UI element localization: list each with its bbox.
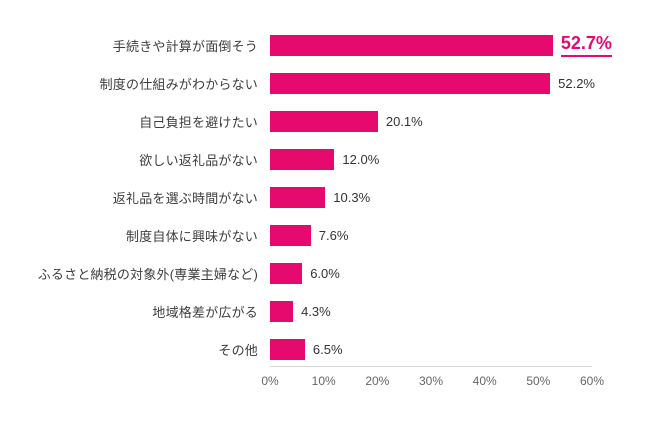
value-label: 52.2%: [558, 75, 595, 91]
bar-area: 6.0%: [270, 262, 592, 284]
bar: [270, 338, 305, 360]
bar-area: 52.2%: [270, 72, 595, 94]
chart-row: ふるさと納税の対象外(専業主婦など) 6.0%: [0, 254, 650, 292]
bar-area: 6.5%: [270, 338, 592, 360]
value-label-highlighted: 52.7%: [560, 33, 612, 57]
value-label: 10.3%: [333, 189, 371, 205]
x-axis-tick-label: 60%: [579, 374, 605, 388]
bar: [270, 72, 551, 94]
chart-row: 欲しい返礼品がない 12.0%: [0, 140, 650, 178]
x-axis-line: [270, 366, 592, 367]
chart-rows: 手続きや計算が面倒そう 52.7% 制度の仕組みがわからない 52.2% 自己負担を避け…: [0, 26, 650, 368]
x-axis-tick-label: 40%: [472, 374, 497, 388]
chart-row: 制度の仕組みがわからない 52.2%: [0, 64, 650, 102]
value-label: 4.3%: [301, 303, 331, 319]
bar: [270, 186, 326, 208]
bar: [270, 34, 553, 56]
x-axis-tick-label: 30%: [418, 374, 444, 388]
bar-area: 10.3%: [270, 186, 592, 208]
bar-area: 52.7%: [270, 33, 612, 57]
value-label: 7.6%: [318, 227, 349, 243]
x-axis-tick-label: 50%: [526, 374, 551, 388]
chart-row: 制度自体に興味がない 7.6%: [0, 216, 650, 254]
bar-label: 地域格差が広がる: [152, 304, 258, 320]
x-axis-ticks: 0% 10% 20% 30% 40% 50% 60%: [0, 374, 650, 394]
chart-row: 手続きや計算が面倒そう 52.7%: [0, 26, 650, 64]
bar-label: 欲しい返礼品がない: [139, 152, 258, 168]
chart-row: 返礼品を選ぶ時間がない 10.3%: [0, 178, 650, 216]
bar-area: 20.1%: [270, 110, 592, 132]
chart-row: 自己負担を避けたい 20.1%: [0, 102, 650, 140]
bar-label: 制度自体に興味がない: [125, 228, 258, 244]
bar-label: ふるさと納税の対象外(専業主婦など): [37, 266, 258, 282]
bar: [270, 148, 335, 170]
bar-label: その他: [218, 342, 258, 358]
bar: [270, 110, 378, 132]
chart-row: その他 6.5%: [0, 330, 650, 368]
bar: [270, 224, 311, 246]
bar: [270, 262, 303, 284]
bar-label: 自己負担を避けたい: [139, 114, 258, 130]
bar-label: 制度の仕組みがわからない: [99, 76, 258, 92]
chart-row: 地域格差が広がる 4.3%: [0, 292, 650, 330]
bar-label: 手続きや計算が面倒そう: [112, 38, 258, 54]
value-label: 20.1%: [385, 113, 423, 129]
bar-area: 4.3%: [270, 300, 592, 322]
bar-area: 12.0%: [270, 148, 592, 170]
value-label: 12.0%: [342, 151, 380, 167]
value-label: 6.0%: [310, 265, 340, 281]
bar-area: 7.6%: [270, 224, 592, 246]
value-label: 6.5%: [312, 341, 343, 357]
x-axis-tick-label: 10%: [311, 374, 336, 388]
bar: [270, 300, 294, 322]
x-axis-tick-label: 0%: [261, 374, 279, 388]
x-axis-tick-label: 20%: [365, 374, 390, 388]
bar-label: 返礼品を選ぶ時間がない: [112, 190, 258, 206]
